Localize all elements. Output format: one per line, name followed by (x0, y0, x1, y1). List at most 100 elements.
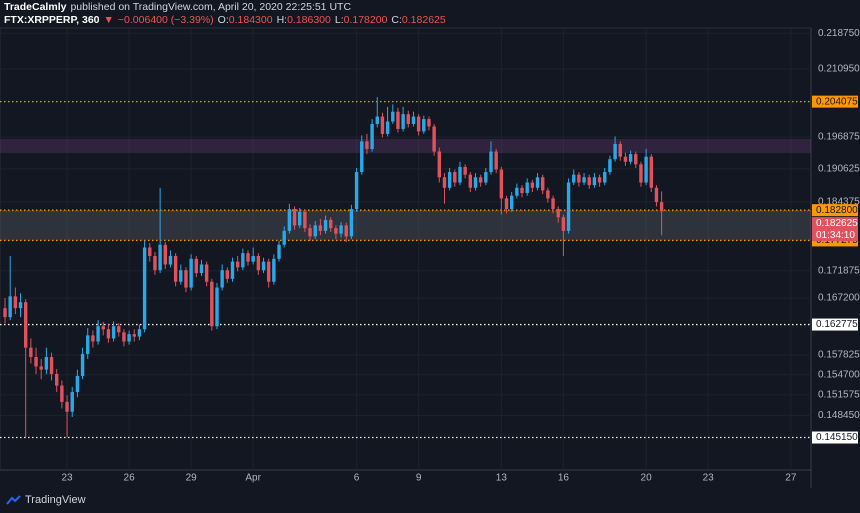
candle-body (251, 255, 255, 262)
candle-body (494, 151, 498, 170)
author: TradeCalmly (4, 1, 67, 13)
candle-body (179, 270, 183, 282)
candle-body (561, 217, 566, 231)
candle-body (256, 255, 261, 271)
candle-body (308, 228, 312, 237)
y-tick-label: 0.167200 (818, 293, 860, 304)
candle-body (659, 202, 664, 212)
candle-body (349, 209, 354, 237)
candle-body (261, 261, 266, 271)
candle-body (91, 335, 95, 342)
candle-body (401, 114, 405, 129)
x-tick-label: Apr (245, 473, 261, 484)
candle-body (463, 166, 467, 175)
candle-body (509, 195, 514, 210)
x-tick-label: 23 (61, 473, 73, 484)
candle-body (649, 156, 653, 188)
candle-body (597, 177, 602, 183)
price-tag-label: 0.162775 (816, 319, 858, 330)
candle-body (225, 270, 230, 279)
candle-body (427, 119, 431, 127)
x-tick-label: 26 (124, 473, 136, 484)
ohlc-key: L: (334, 14, 344, 26)
candle-body (334, 228, 338, 234)
x-tick-label: 20 (641, 473, 653, 484)
candle-body (365, 141, 369, 150)
candle-body (117, 326, 121, 333)
last-price-label: 0.182625 (816, 218, 858, 229)
candle-body (44, 357, 49, 370)
candle-body (603, 172, 607, 183)
countdown: 01:34:10 (816, 230, 855, 241)
candle-body (277, 244, 281, 259)
logo (6, 495, 21, 505)
candle-body (618, 143, 622, 157)
candle-body (163, 244, 167, 265)
y-tick-label: 0.151575 (818, 389, 860, 400)
candle-body (173, 255, 178, 282)
candle-body (189, 258, 193, 288)
candle-body (639, 164, 643, 183)
symbol: FTX:XRPPERP, 360 (4, 14, 100, 26)
x-tick-label: 16 (558, 473, 570, 484)
candle-body (623, 156, 628, 162)
ohlc-value: 0.184300 (228, 14, 273, 26)
candle-body (654, 187, 659, 203)
candle-body (541, 177, 545, 191)
x-tick-label: 29 (186, 473, 198, 484)
candle-body (313, 225, 317, 237)
candle-body (235, 261, 240, 268)
candle-body (339, 225, 343, 234)
y-tick-label: 0.157825 (818, 350, 860, 361)
candle-body (634, 154, 638, 165)
candle-body (587, 177, 591, 186)
candle-body (613, 143, 617, 160)
candle-body (272, 258, 276, 282)
y-tick-label: 0.154700 (818, 369, 860, 380)
candle-body (292, 209, 297, 226)
candle-body (360, 141, 364, 173)
candle-body (473, 177, 478, 188)
candle-body (535, 177, 540, 188)
y-tick-label: 0.210950 (818, 64, 860, 75)
candle-body (241, 253, 245, 268)
y-tick-label: 0.184375 (818, 196, 860, 207)
candle-body (168, 255, 173, 265)
candle-body (608, 159, 612, 173)
candle-body (39, 366, 43, 370)
candle-body (628, 154, 633, 162)
candle-body (354, 172, 359, 210)
x-tick-label: 6 (354, 473, 360, 484)
candle-body (478, 177, 483, 183)
candle-body (215, 287, 219, 327)
candle-body (437, 151, 442, 178)
candle-body (137, 329, 142, 337)
price-tag (812, 318, 858, 331)
candle-body (582, 177, 586, 183)
candle-body (29, 347, 33, 358)
candle-body (577, 174, 581, 183)
candle-body (111, 326, 116, 339)
candle-body (220, 270, 224, 288)
candle-body (489, 151, 493, 173)
candle-body (194, 258, 199, 274)
symbol-line: FTX:XRPPERP, 360 ▼ −0.006400 (−3.39%) O:0.1… (4, 14, 446, 27)
candle-body (199, 264, 204, 274)
candle-body (458, 166, 462, 183)
candle-body (8, 296, 12, 318)
candle-body (127, 334, 131, 342)
candle-body (13, 296, 18, 309)
candle-body (406, 114, 410, 124)
candle-body (282, 230, 286, 245)
candle-body (132, 334, 136, 337)
candle-body (70, 392, 74, 412)
candle-body (447, 172, 452, 188)
candle-body (530, 182, 535, 188)
publish-line: TradeCalmly published on TradingView.com,… (4, 1, 446, 14)
candle-body (432, 126, 436, 152)
candle-body (442, 177, 447, 188)
candle-body (592, 177, 597, 186)
candle-body (106, 329, 111, 339)
y-tick-label: 0.218750 (818, 28, 860, 39)
x-tick-label: 9 (416, 473, 422, 484)
